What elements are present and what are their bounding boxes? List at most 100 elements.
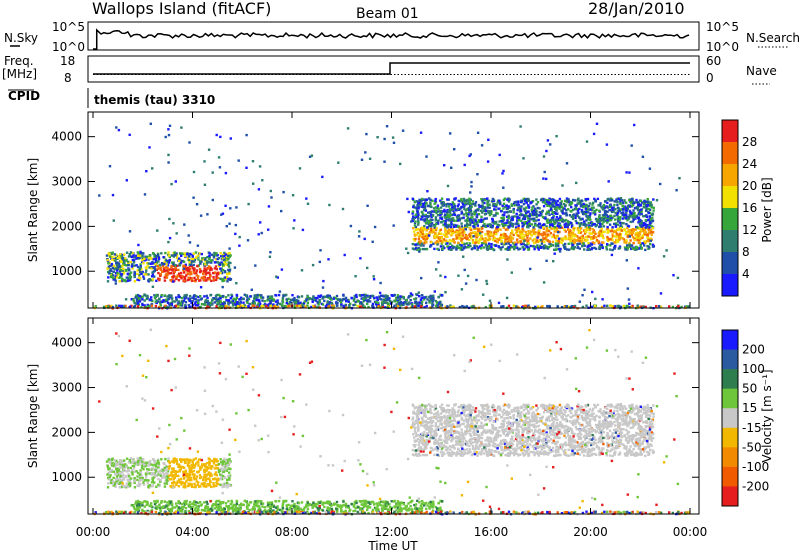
data-cell bbox=[548, 201, 551, 204]
data-cell bbox=[188, 241, 192, 244]
data-cell bbox=[489, 233, 493, 236]
data-cell bbox=[449, 213, 452, 216]
data-cell bbox=[513, 247, 516, 251]
data-cell bbox=[428, 231, 431, 234]
data-cell bbox=[232, 297, 235, 301]
data-cell bbox=[558, 205, 561, 208]
data-cell bbox=[542, 155, 546, 158]
data-cell bbox=[404, 301, 407, 304]
data-cell bbox=[306, 295, 310, 298]
data-cell bbox=[614, 218, 617, 221]
data-cell bbox=[111, 305, 115, 309]
data-cell bbox=[417, 246, 421, 250]
data-cell bbox=[187, 258, 191, 262]
data-cell bbox=[186, 459, 189, 462]
data-cell bbox=[142, 262, 145, 265]
data-cell bbox=[193, 258, 197, 261]
data-cell bbox=[152, 266, 155, 269]
data-cell bbox=[425, 232, 428, 236]
data-cell bbox=[184, 266, 188, 269]
data-cell bbox=[466, 274, 470, 278]
data-cell bbox=[148, 254, 152, 257]
data-cell bbox=[647, 245, 651, 248]
data-cell bbox=[234, 232, 237, 236]
data-cell bbox=[638, 222, 641, 225]
data-cell bbox=[455, 219, 458, 222]
data-cell bbox=[192, 295, 195, 298]
data-cell bbox=[172, 261, 175, 264]
data-cell bbox=[173, 300, 177, 303]
data-cell bbox=[542, 205, 546, 208]
data-cell bbox=[509, 244, 512, 247]
data-cell bbox=[255, 298, 258, 302]
data-cell bbox=[171, 269, 174, 272]
data-cell bbox=[547, 199, 551, 202]
data-cell bbox=[285, 301, 288, 305]
data-cell bbox=[169, 294, 172, 298]
data-cell bbox=[647, 218, 650, 221]
data-cell bbox=[523, 215, 526, 218]
data-cell bbox=[135, 264, 138, 267]
data-cell bbox=[208, 257, 211, 261]
data-cell bbox=[516, 215, 519, 218]
data-cell bbox=[561, 238, 564, 241]
data-cell bbox=[650, 230, 653, 234]
data-cell bbox=[225, 225, 228, 228]
data-cell bbox=[526, 224, 529, 228]
data-cell bbox=[412, 205, 415, 209]
data-cell bbox=[600, 243, 603, 247]
data-cell bbox=[195, 480, 198, 483]
data-cell bbox=[177, 485, 181, 488]
data-cell bbox=[517, 227, 520, 230]
data-cell bbox=[513, 241, 516, 244]
data-cell bbox=[137, 484, 141, 488]
data-cell bbox=[436, 247, 439, 251]
data-cell bbox=[193, 260, 196, 263]
data-cell bbox=[215, 299, 218, 302]
data-cell bbox=[628, 235, 631, 238]
data-cell bbox=[385, 298, 389, 301]
data-cell bbox=[635, 235, 638, 238]
data-cell bbox=[108, 269, 111, 273]
data-cell bbox=[338, 298, 342, 301]
data-cell bbox=[371, 294, 374, 297]
data-cell bbox=[602, 230, 605, 234]
data-cell bbox=[613, 246, 616, 249]
data-cell bbox=[655, 305, 658, 308]
data-cell bbox=[115, 126, 118, 129]
data-cell bbox=[383, 160, 386, 163]
data-cell bbox=[580, 210, 583, 214]
data-cell bbox=[131, 458, 134, 461]
data-cell bbox=[175, 462, 179, 466]
data-cell bbox=[421, 211, 424, 214]
data-cell bbox=[182, 265, 186, 268]
data-cell bbox=[533, 217, 536, 220]
data-cell bbox=[343, 298, 347, 301]
data-cell bbox=[622, 222, 625, 225]
data-cell bbox=[440, 197, 444, 200]
data-cell bbox=[176, 480, 179, 483]
nsky-panel-frame bbox=[87, 21, 700, 51]
data-cell bbox=[493, 202, 496, 206]
data-cell bbox=[536, 236, 539, 239]
data-cell bbox=[199, 298, 203, 301]
data-cell bbox=[604, 209, 607, 213]
data-cell bbox=[605, 217, 609, 220]
data-cell bbox=[615, 232, 618, 235]
data-cell bbox=[631, 247, 634, 250]
data-cell bbox=[621, 204, 624, 208]
data-cell bbox=[546, 210, 549, 213]
data-cell bbox=[206, 255, 209, 259]
data-cell bbox=[160, 294, 163, 297]
data-cell bbox=[188, 276, 192, 280]
data-cell bbox=[330, 301, 334, 305]
data-cell bbox=[463, 163, 466, 167]
data-cell bbox=[642, 203, 646, 206]
data-cell bbox=[637, 216, 641, 219]
data-cell bbox=[215, 305, 218, 308]
data-cell bbox=[483, 240, 486, 243]
data-cell bbox=[364, 151, 367, 154]
data-cell bbox=[191, 254, 194, 257]
data-cell bbox=[444, 291, 447, 294]
data-cell bbox=[203, 160, 206, 163]
